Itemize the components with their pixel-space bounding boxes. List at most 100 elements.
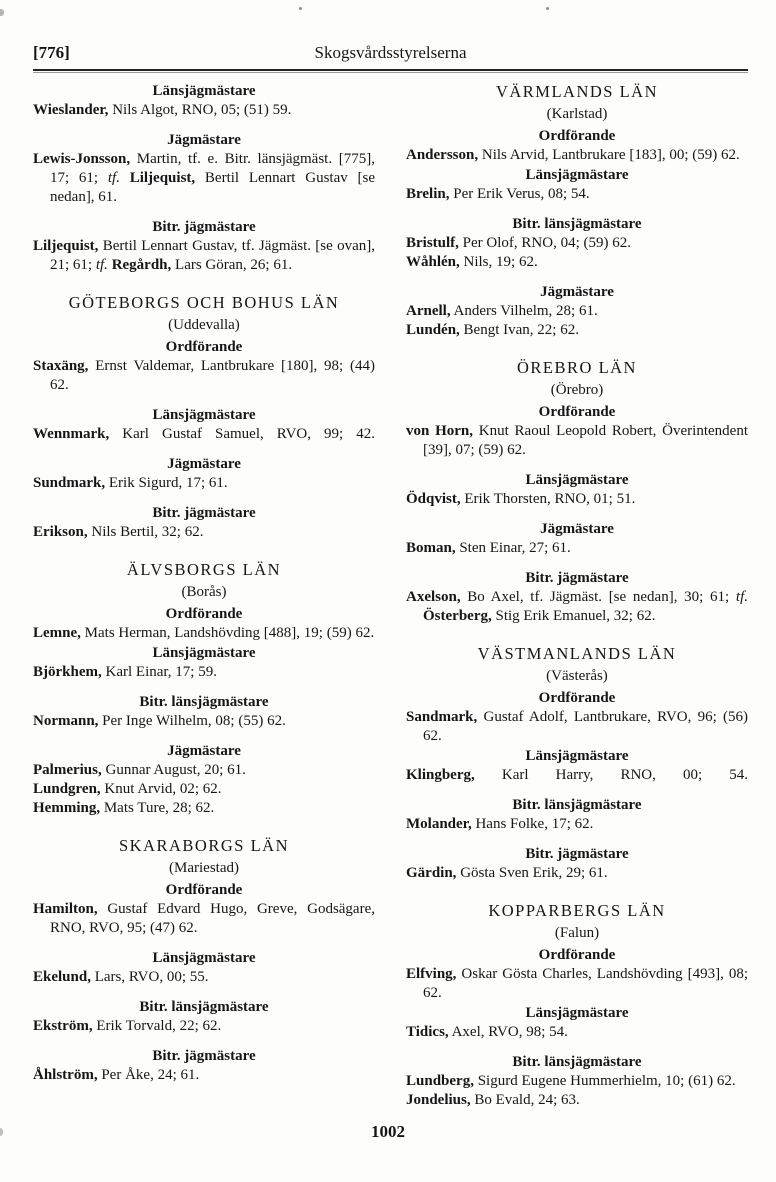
person-name: Andersson, — [406, 147, 479, 163]
entry-text: Erik Sigurd, 17; 61. — [105, 475, 228, 491]
county-heading: ÖREBRO LÄN — [517, 358, 637, 377]
entry-text: Gösta Sven Erik, 29; 61. — [456, 865, 608, 881]
entry-text: Karl Gustaf Samuel, RVO, 99; 42. — [109, 426, 375, 442]
footer-page-number: 1002 — [371, 1122, 405, 1141]
directory-entry: Sundmark, Erik Sigurd, 17; 61. — [33, 474, 375, 493]
entry-text: Bo Axel, tf. Jägmäst. [se nedan], 30; 61… — [460, 589, 736, 605]
county-seat: (Västerås) — [546, 668, 608, 684]
entry-text: Knut Arvid, 02; 62. — [100, 781, 222, 797]
role-heading: Länsjägmästare — [152, 950, 256, 966]
person-name: Brelin, — [406, 186, 450, 202]
county-heading: SKARABORGS LÄN — [119, 836, 289, 855]
entry-text: Martin, tf. e. Bitr. länsjägmäst. [775],… — [50, 151, 375, 186]
page-title: Skogsvårdsstyrelserna — [314, 43, 467, 62]
entry-text: Nils Algot, RNO, 05; (51) 59. — [108, 102, 292, 118]
person-name: Sandmark, — [406, 709, 478, 725]
entry-text: Mats Herman, Landshövding [488], 19; (59… — [80, 625, 375, 641]
entry-text: tf. — [95, 257, 108, 273]
person-name: Liljequist, — [33, 238, 99, 254]
entry-text: Axel, RVO, 98; 54. — [448, 1024, 568, 1040]
county-seat: (Karlstad) — [546, 106, 608, 122]
person-name: Regårdh, — [111, 257, 172, 273]
person-name: Jondelius, — [406, 1092, 471, 1108]
scan-speck — [546, 7, 549, 10]
directory-entry: Wennmark, Karl Gustaf Samuel, RVO, 99; 4… — [33, 425, 375, 444]
directory-entry: Björkhem, Karl Einar, 17; 59. — [33, 663, 375, 682]
entry-text: tf. — [107, 170, 120, 186]
entry-text: Anders Vilhelm, 28; 61. — [450, 303, 598, 319]
page-header: [776] Skogsvårdsstyrelserna — [33, 43, 748, 67]
directory-entry: Erikson, Nils Bertil, 32; 62. — [33, 523, 375, 542]
directory-entry: Elfving, Oskar Gösta Charles, Landshövdi… — [406, 965, 748, 1003]
person-name: Bristulf, — [406, 235, 459, 251]
person-name: Wieslander, — [33, 102, 109, 118]
entry-text: Mats Ture, 28; 62. — [100, 800, 215, 816]
role-heading: Ordförande — [538, 947, 616, 963]
role-heading: Länsjägmästare — [152, 645, 256, 661]
entry-text: Per Erik Verus, 08; 54. — [449, 186, 590, 202]
directory-entry: Lemne, Mats Herman, Landshövding [488], … — [33, 624, 375, 643]
role-heading: Ordförande — [538, 128, 616, 144]
entry-text: Nils Arvid, Lantbrukare [183], 00; (59) … — [478, 147, 740, 163]
entry-text: Per Inge Wilhelm, 08; (55) 62. — [98, 713, 286, 729]
role-heading: Bitr. jägmästare — [525, 570, 629, 586]
role-heading: Länsjägmästare — [152, 83, 256, 99]
role-heading: Bitr. länsjägmästare — [512, 1054, 642, 1070]
person-name: Hamilton, — [33, 901, 98, 917]
directory-entry: Arnell, Anders Vilhelm, 28; 61. — [406, 302, 748, 321]
county-heading: VÄRMLANDS LÄN — [495, 82, 659, 101]
person-name: Ödqvist, — [406, 491, 461, 507]
role-heading: Jägmästare — [167, 456, 241, 472]
entry-text: Karl Einar, 17; 59. — [101, 664, 217, 680]
directory-entry: Klingberg, Karl Harry, RNO, 00; 54. — [406, 766, 748, 785]
entry-text: Nils Bertil, 32; 62. — [87, 524, 204, 540]
directory-entry: Wieslander, Nils Algot, RNO, 05; (51) 59… — [33, 101, 375, 120]
person-name: von Horn, — [406, 423, 474, 439]
entry-text — [120, 170, 130, 186]
entry-text: Gustaf Edvard Hugo, Greve, Gods­ägare, R… — [50, 901, 375, 936]
role-heading: Bitr. länsjägmästare — [139, 694, 269, 710]
role-heading: Ordförande — [165, 339, 243, 355]
county-seat: (Uddevalla) — [168, 317, 240, 333]
person-name: Wåhlén, — [406, 254, 460, 270]
entry-text: Stig Erik Emanuel, 32; 62. — [491, 608, 656, 624]
left-column: Länsjägmästare Wieslander, Nils Algot, RN… — [33, 82, 375, 1110]
person-name: Erikson, — [33, 524, 88, 540]
directory-entry: Lundberg, Sigurd Eugene Hummerhielm, 10;… — [406, 1072, 748, 1091]
directory-entry: Axelson, Bo Axel, tf. Jägmäst. [se nedan… — [406, 588, 748, 626]
scan-speck — [0, 1128, 3, 1136]
county-heading: GÖTEBORGS OCH BOHUS LÄN — [68, 293, 340, 312]
person-name: Lemne, — [33, 625, 81, 641]
county-seat: (Mariestad) — [169, 860, 239, 876]
directory-entry: Lundgren, Knut Arvid, 02; 62. — [33, 780, 375, 799]
role-heading: Jägmästare — [540, 284, 614, 300]
county-heading: VÄSTMANLANDS LÄN — [477, 644, 677, 663]
directory-entry: Åhlström, Per Åke, 24; 61. — [33, 1066, 375, 1085]
directory-entry: Hamilton, Gustaf Edvard Hugo, Greve, God… — [33, 900, 375, 938]
entry-text: Erik Thorsten, RNO, 01; 51. — [460, 491, 636, 507]
directory-entry: Ekelund, Lars, RVO, 00; 55. — [33, 968, 375, 987]
entry-text: Bo Evald, 24; 63. — [470, 1092, 580, 1108]
person-name: Sundmark, — [33, 475, 106, 491]
county-heading: KOPPARBERGS LÄN — [488, 901, 666, 920]
role-heading: Bitr. länsjägmästare — [512, 797, 642, 813]
person-name: Österberg, — [423, 608, 492, 624]
entry-text: Sigurd Eugene Hummerhielm, 10; (61) 62. — [473, 1073, 736, 1089]
entry-text: Karl Harry, RNO, 00; 54. — [474, 767, 748, 783]
directory-entry: Brelin, Per Erik Verus, 08; 54. — [406, 185, 748, 204]
entry-text: Bertil Lennart Gustav [se nedan], 61. — [50, 170, 375, 205]
directory-entry: Andersson, Nils Arvid, Lantbrukare [183]… — [406, 146, 748, 165]
directory-entry: Hemming, Mats Ture, 28; 62. — [33, 799, 375, 818]
entry-text: Nils, 19; 62. — [459, 254, 538, 270]
county-seat: (Örebro) — [550, 382, 604, 398]
person-name: Staxäng, — [33, 358, 89, 374]
entry-text: Per Åke, 24; 61. — [97, 1067, 200, 1083]
person-name: Gärdin, — [406, 865, 457, 881]
person-name: Arnell, — [406, 303, 451, 319]
county-seat: (Borås) — [181, 584, 227, 600]
entry-text: Bertil Lennart Gustav, tf. Jägmäst. [se … — [50, 238, 375, 273]
person-name: Tidics, — [406, 1024, 449, 1040]
scan-speck — [0, 9, 4, 16]
person-name: Lundberg, — [406, 1073, 474, 1089]
directory-entry: Lundén, Bengt Ivan, 22; 62. — [406, 321, 748, 340]
